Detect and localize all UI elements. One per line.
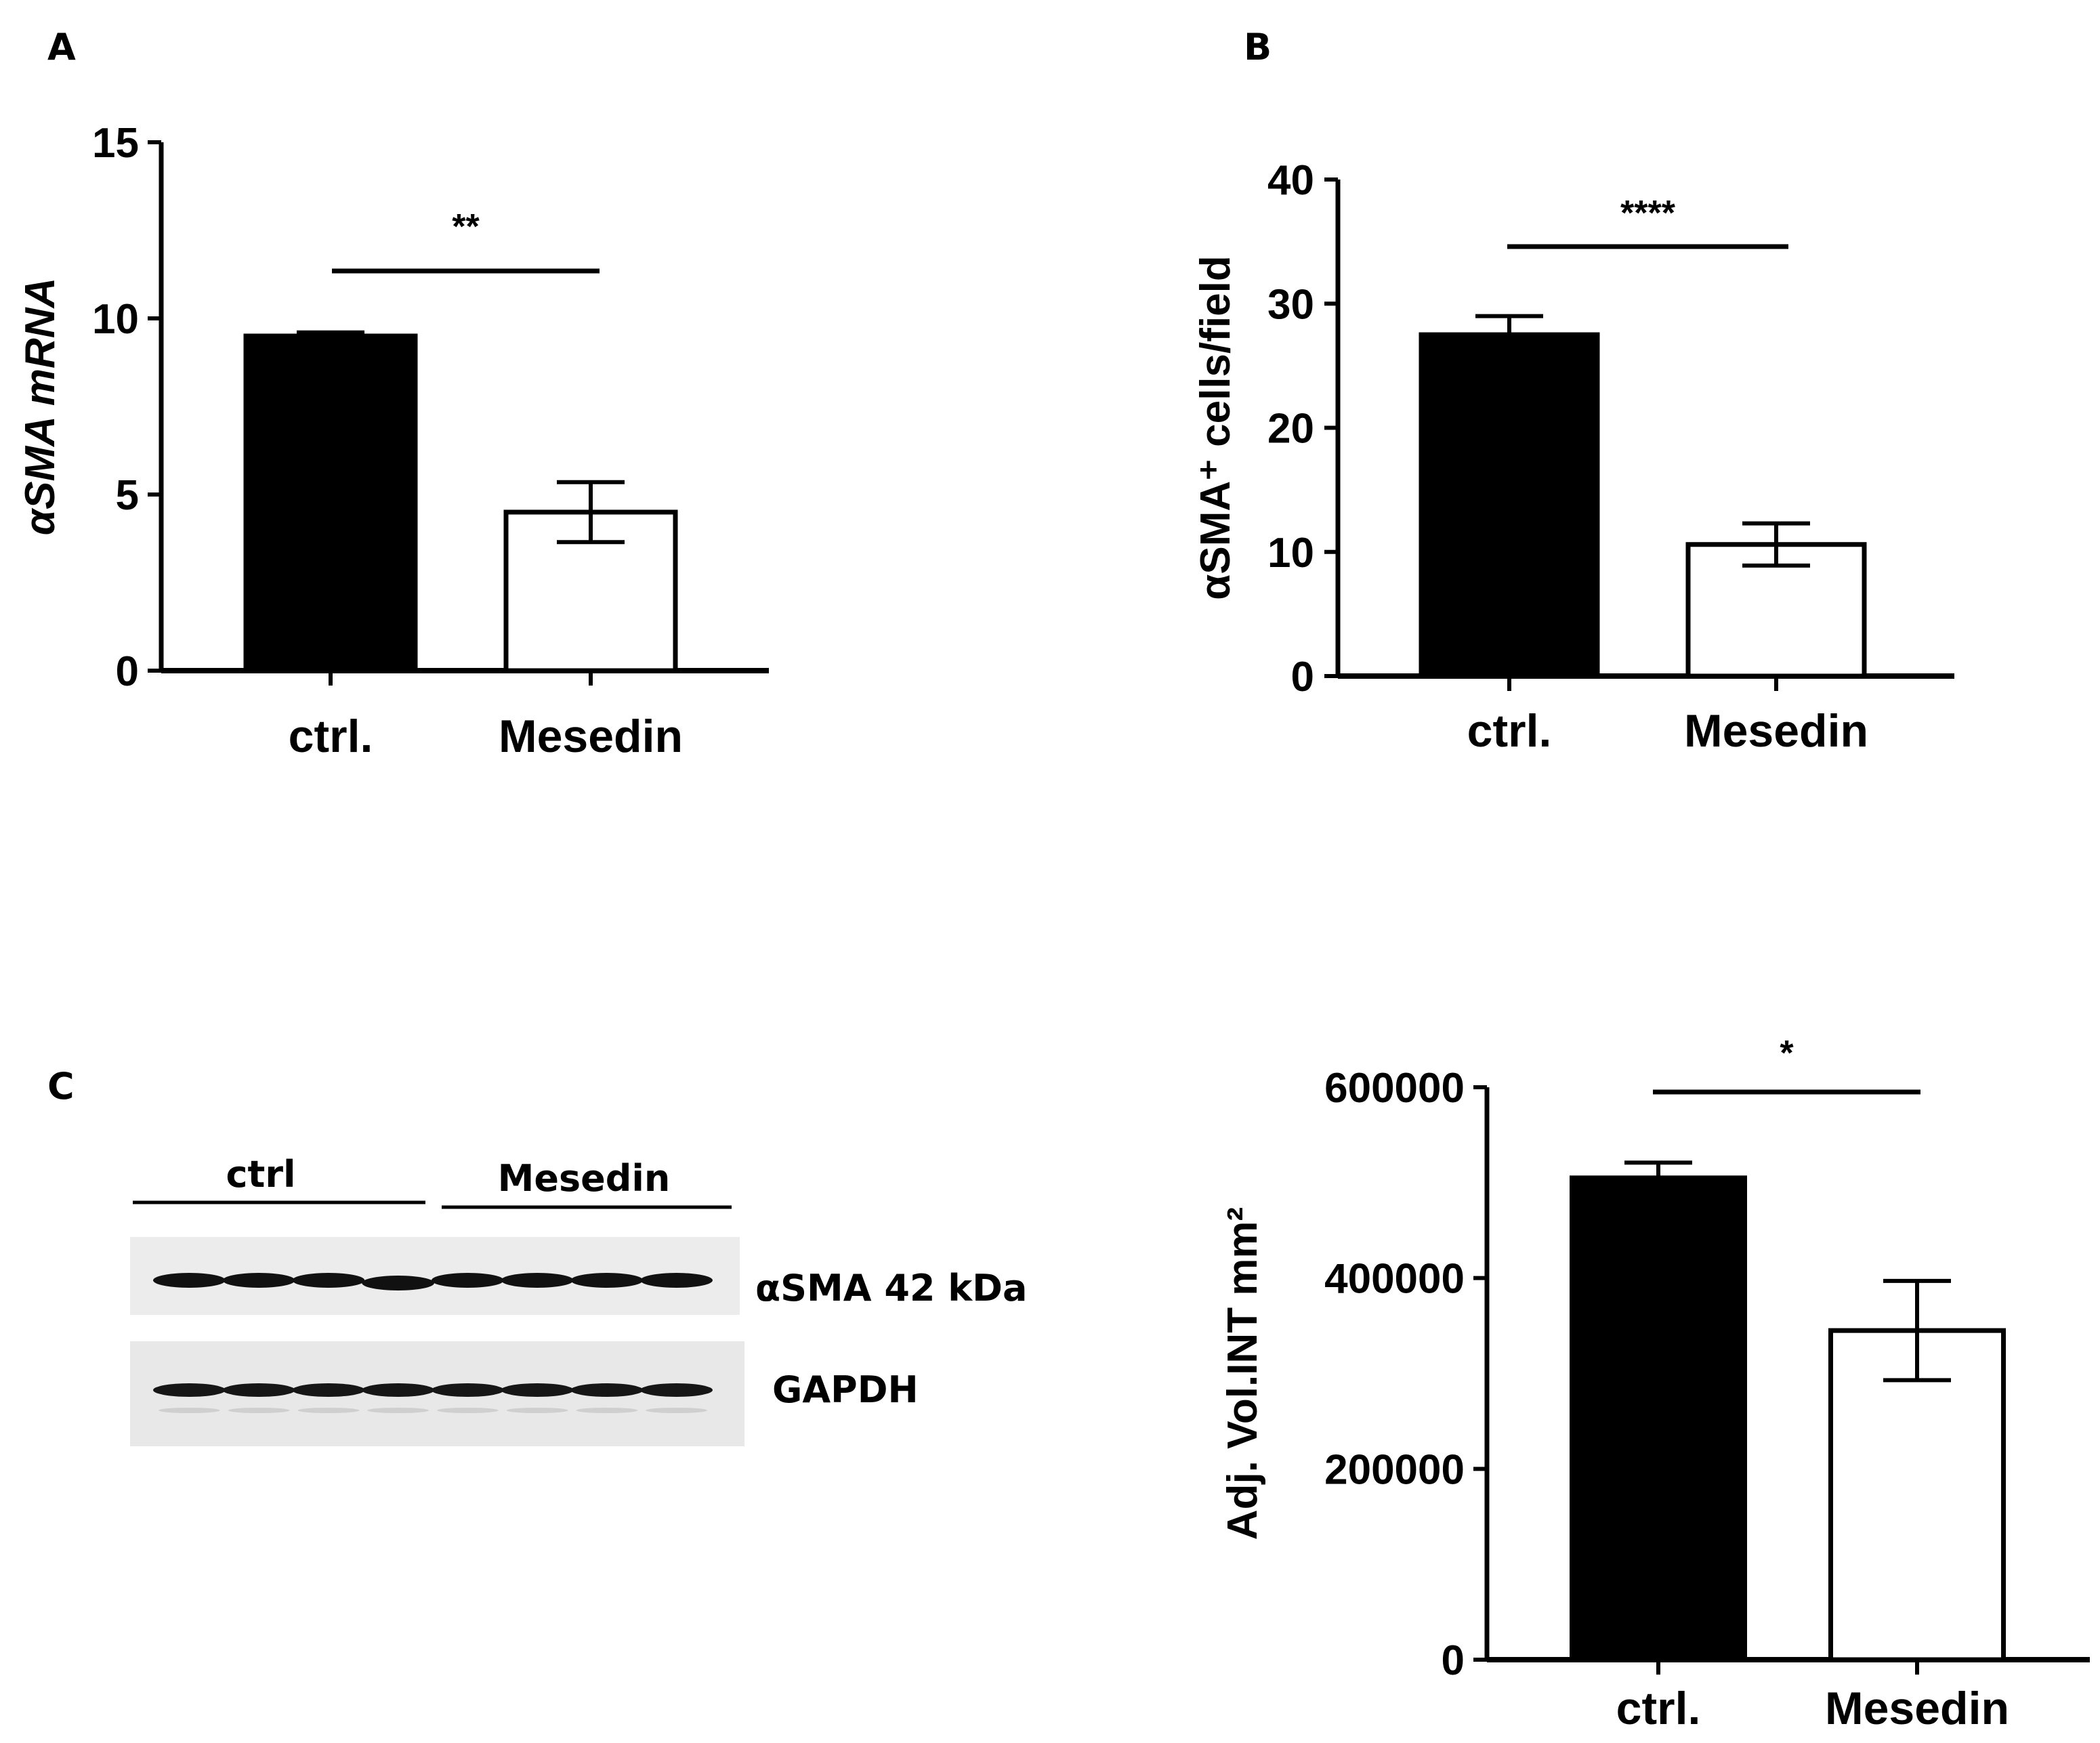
significance-marker: * bbox=[1780, 1034, 1794, 1073]
western-blot: ctrl Mesedin αSMA 42 kDa GAPDH bbox=[130, 1153, 1027, 1446]
blot-band-faint bbox=[228, 1408, 290, 1413]
blot-band-asma bbox=[362, 1276, 434, 1290]
y-tick-label: 30 bbox=[1267, 281, 1314, 328]
significance-marker: **** bbox=[1620, 194, 1676, 233]
panel-label-c: C bbox=[47, 1065, 75, 1108]
blot-band-asma bbox=[292, 1273, 365, 1288]
y-tick-label: 10 bbox=[92, 296, 139, 343]
blot-band-gapdh bbox=[222, 1383, 295, 1397]
blot-band-gapdh bbox=[640, 1383, 713, 1397]
y-tick-label: 40 bbox=[1267, 157, 1314, 204]
y-tick-label: 400000 bbox=[1324, 1256, 1465, 1303]
y-tick-label: 20 bbox=[1267, 406, 1314, 453]
blot-band-asma bbox=[640, 1273, 713, 1288]
panel-label-b: B bbox=[1244, 26, 1272, 68]
y-tick-label: 200000 bbox=[1324, 1446, 1465, 1493]
y-tick-label: 0 bbox=[1291, 654, 1314, 700]
y-tick-label: 5 bbox=[116, 472, 139, 519]
blot-band-gapdh bbox=[501, 1383, 574, 1397]
bar-ctrl bbox=[1570, 1175, 1747, 1662]
chart-b: 0 10 20 30 40 ctrl. Mesedin **** αSMA⁺ cells/fie… bbox=[1192, 157, 1954, 757]
blot-band-faint bbox=[506, 1408, 568, 1413]
y-axis-label: Adj. Vol.INT mm² bbox=[1219, 1207, 1266, 1540]
blot-band-asma bbox=[432, 1273, 504, 1288]
category-label: Mesedin bbox=[1825, 1683, 2009, 1734]
blot-band-faint bbox=[297, 1408, 360, 1413]
y-axis-label: αSMA⁺ cells/field bbox=[1192, 255, 1239, 600]
category-label: Mesedin bbox=[1684, 705, 1868, 757]
blot-band-asma bbox=[222, 1273, 295, 1288]
blot-band-gapdh bbox=[362, 1383, 434, 1397]
blot-band-asma bbox=[570, 1273, 644, 1288]
panel-label-a: A bbox=[47, 26, 76, 68]
y-tick-label: 0 bbox=[116, 648, 139, 695]
blot-group-label-mesedin: Mesedin bbox=[498, 1157, 671, 1200]
category-label: ctrl. bbox=[1616, 1683, 1701, 1734]
blot-band-label-gapdh: GAPDH bbox=[772, 1368, 919, 1411]
blot-band-faint bbox=[576, 1408, 638, 1413]
bar-ctrl bbox=[243, 333, 418, 673]
blot-band-gapdh bbox=[432, 1383, 504, 1397]
chart-c: 0 200000 400000 600000 ctrl. Mesedin * Adj. Vol… bbox=[1219, 1034, 2090, 1734]
category-label: Mesedin bbox=[499, 711, 683, 762]
category-label: ctrl. bbox=[1467, 705, 1552, 757]
blot-group-label-ctrl: ctrl bbox=[226, 1153, 296, 1196]
blot-band-asma bbox=[501, 1273, 574, 1288]
blot-band-faint bbox=[437, 1408, 499, 1413]
y-tick-label: 10 bbox=[1267, 530, 1314, 576]
y-tick-label: 0 bbox=[1442, 1637, 1465, 1684]
blot-band-label-asma: αSMA 42 kDa bbox=[755, 1267, 1027, 1309]
y-tick-label: 15 bbox=[92, 120, 139, 167]
category-label: ctrl. bbox=[289, 711, 373, 762]
blot-band-asma bbox=[153, 1273, 226, 1288]
significance-marker: ** bbox=[452, 207, 480, 247]
chart-a: 0 5 10 15 ctrl. Mesedin ** αSMA mRNA bbox=[17, 120, 769, 762]
blot-band-gapdh bbox=[292, 1383, 365, 1397]
y-axis-label: αSMA mRNA bbox=[17, 278, 64, 536]
y-tick-label: 600000 bbox=[1324, 1065, 1465, 1112]
blot-bands bbox=[153, 1273, 713, 1413]
blot-band-faint bbox=[159, 1408, 220, 1413]
bar-ctrl bbox=[1419, 332, 1600, 679]
blot-band-faint bbox=[367, 1408, 429, 1413]
blot-band-faint bbox=[646, 1408, 707, 1413]
blot-band-gapdh bbox=[153, 1383, 226, 1397]
blot-band-gapdh bbox=[570, 1383, 644, 1397]
